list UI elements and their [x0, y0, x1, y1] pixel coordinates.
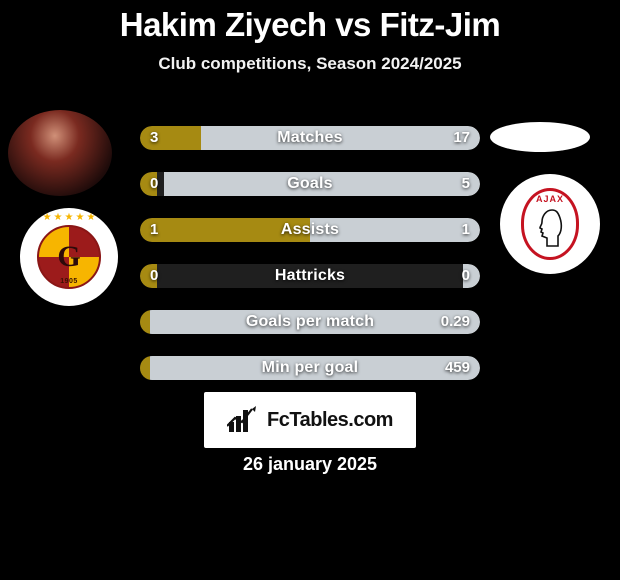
comparison-card: Hakim Ziyech vs Fitz-Jim Club competitio… [0, 0, 620, 580]
page-title: Hakim Ziyech vs Fitz-Jim [0, 6, 620, 44]
date-text: 26 january 2025 [0, 454, 620, 475]
stat-label: Matches [140, 126, 480, 150]
player1-club-crest: ★★★★★ G 1905 [20, 208, 118, 306]
player2-avatar [490, 122, 590, 152]
galatasaray-crest-icon: ★★★★★ G 1905 [37, 225, 101, 289]
stat-val-right: 0.29 [441, 310, 470, 334]
stat-label: Hattricks [140, 264, 480, 288]
stat-label: Assists [140, 218, 480, 242]
stat-val-right: 5 [462, 172, 470, 196]
crest-text: AJAX [536, 194, 564, 204]
ajax-head-icon [532, 206, 568, 250]
player1-avatar [8, 110, 112, 196]
player1-name: Hakim Ziyech [120, 6, 327, 43]
subtitle: Club competitions, Season 2024/2025 [0, 54, 620, 74]
stat-row-gpm: Goals per match 0.29 [140, 310, 480, 334]
crest-stars-icon: ★★★★★ [43, 213, 96, 223]
stat-val-right: 1 [462, 218, 470, 242]
stat-bars: 3 Matches 17 0 Goals 5 1 Assists 1 0 Hat… [140, 126, 480, 402]
player2-club-crest: AJAX [500, 174, 600, 274]
stat-val-right: 0 [462, 264, 470, 288]
vs-text: vs [335, 6, 371, 43]
stat-row-goals: 0 Goals 5 [140, 172, 480, 196]
site-logo-text: FcTables.com [267, 409, 393, 432]
player2-name: Fitz-Jim [380, 6, 501, 43]
stat-row-matches: 3 Matches 17 [140, 126, 480, 150]
stat-label: Min per goal [140, 356, 480, 380]
crest-year: 1905 [39, 278, 99, 285]
stat-label: Goals [140, 172, 480, 196]
stat-row-assists: 1 Assists 1 [140, 218, 480, 242]
stat-val-right: 17 [453, 126, 470, 150]
stat-label: Goals per match [140, 310, 480, 334]
ajax-crest-icon: AJAX [521, 188, 579, 260]
fctables-chart-icon [227, 406, 259, 434]
stat-row-mpg: Min per goal 459 [140, 356, 480, 380]
site-logo: FcTables.com [204, 392, 416, 448]
stat-val-right: 459 [445, 356, 470, 380]
stat-row-hattricks: 0 Hattricks 0 [140, 264, 480, 288]
